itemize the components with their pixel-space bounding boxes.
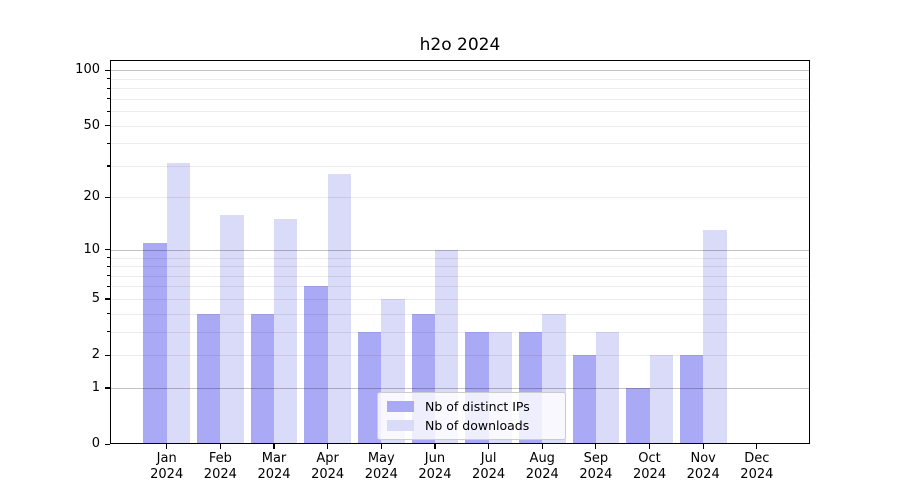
y-tick-100 [105,69,110,71]
x-tick-label-nov-2024: Nov 2024 [686,451,720,482]
y-gridline-major-1 [111,387,809,389]
bar-nb-of-downloads-jan-2024 [166,163,191,443]
bar-nb-of-distinct-ips-nov-2024 [679,355,704,443]
bar-nb-of-distinct-ips-mar-2024 [250,313,274,443]
bar-nb-of-downloads-sep-2024 [595,331,620,443]
y-gridline-major-10 [111,249,809,251]
bar-nb-of-distinct-ips-apr-2024 [304,286,328,443]
y-tick-label-50: 50 [83,117,100,133]
x-tick-may-2024 [380,444,382,449]
y-tick-label-10: 10 [83,241,100,257]
y-gridline-minor-6 [111,286,809,288]
x-tick-oct-2024 [648,444,651,449]
x-tick-label-mar-2024: Mar 2024 [257,451,291,482]
y-tick-label-1: 1 [91,379,100,395]
legend-row-downloads: Nb of downloads [387,418,556,433]
y-gridline-minor-50 [111,125,809,127]
x-tick-apr-2024 [327,444,329,449]
x-tick-label-oct-2024: Oct 2024 [633,451,667,482]
y-tick-10 [105,249,110,251]
y-minor-tick-40 [107,142,110,144]
bar-nb-of-downloads-mar-2024 [274,219,298,443]
y-minor-tick-8 [107,265,110,267]
legend-label-downloads: Nb of downloads [425,418,530,433]
bar-nb-of-distinct-ips-feb-2024 [196,313,221,443]
y-minor-tick-60 [107,110,110,112]
bar-nb-of-distinct-ips-may-2024 [357,331,382,443]
legend-swatch-downloads [387,420,414,431]
x-tick-label-may-2024: May 2024 [364,451,398,482]
y-tick-label-0: 0 [91,436,100,451]
y-gridline-minor-3 [111,331,809,333]
y-tick-label-5: 5 [91,290,100,306]
x-tick-label-aug-2024: Aug 2024 [525,451,559,482]
y-gridline-minor-70 [111,98,809,100]
x-tick-feb-2024 [219,444,221,449]
y-tick-0 [105,443,110,445]
y-tick-2 [105,354,110,356]
x-tick-label-jul-2024: Jul 2024 [472,451,506,482]
y-minor-tick-3 [107,331,110,333]
y-gridline-minor-80 [111,88,809,90]
y-tick-1 [105,387,110,389]
x-tick-label-dec-2024: Dec 2024 [740,451,774,482]
bar-nb-of-downloads-nov-2024 [703,230,727,443]
x-tick-dec-2024 [756,444,758,449]
chart-title: h2o 2024 [419,35,501,55]
y-gridline-minor-2 [111,355,809,357]
x-tick-label-sep-2024: Sep 2024 [579,451,613,482]
y-tick-label-100: 100 [75,62,100,78]
y-gridline-minor-9 [111,257,809,259]
y-gridline-minor-7 [111,275,809,277]
bar-nb-of-downloads-apr-2024 [327,174,352,443]
y-minor-tick-30 [107,165,110,167]
bar-nb-of-downloads-feb-2024 [220,214,244,443]
x-tick-label-jun-2024: Jun 2024 [418,451,452,482]
x-tick-label-feb-2024: Feb 2024 [203,451,237,482]
legend-label-distinct-ips: Nb of distinct IPs [425,399,530,414]
x-tick-jun-2024 [434,444,436,449]
bar-nb-of-downloads-oct-2024 [649,355,673,443]
y-minor-tick-80 [107,87,110,89]
y-gridline-major-100 [111,70,809,72]
y-gridline-minor-40 [111,143,809,145]
y-minor-tick-7 [107,275,110,277]
legend-row-distinct-ips: Nb of distinct IPs [387,399,556,414]
y-gridline-minor-8 [111,266,809,268]
y-minor-tick-70 [107,98,110,100]
y-minor-tick-9 [107,257,110,259]
legend-swatch-distinct-ips [387,401,414,412]
x-tick-sep-2024 [595,444,597,449]
y-tick-5 [105,298,110,300]
y-gridline-minor-5 [111,298,809,300]
y-gridline-minor-4 [111,313,809,315]
bar-nb-of-distinct-ips-oct-2024 [626,387,650,443]
x-tick-jul-2024 [488,444,490,449]
x-tick-label-apr-2024: Apr 2024 [311,451,345,482]
y-gridline-minor-60 [111,111,809,113]
x-tick-nov-2024 [702,444,704,449]
x-tick-label-jan-2024: Jan 2024 [150,451,184,482]
y-minor-tick-4 [107,313,110,315]
x-tick-aug-2024 [541,444,543,449]
bar-nb-of-distinct-ips-sep-2024 [572,355,596,443]
x-tick-mar-2024 [273,444,275,449]
y-tick-20 [105,196,110,199]
x-tick-jan-2024 [166,444,168,449]
y-gridline-minor-20 [111,197,809,199]
y-minor-tick-90 [107,78,110,80]
legend: Nb of distinct IPs Nb of downloads [377,392,566,440]
y-minor-tick-6 [107,285,110,288]
y-tick-label-2: 2 [91,347,100,363]
bar-nb-of-distinct-ips-jan-2024 [143,242,167,443]
y-gridline-minor-30 [111,165,809,167]
y-tick-label-20: 20 [83,189,100,205]
y-gridline-minor-90 [111,78,809,80]
y-tick-50 [105,125,110,127]
